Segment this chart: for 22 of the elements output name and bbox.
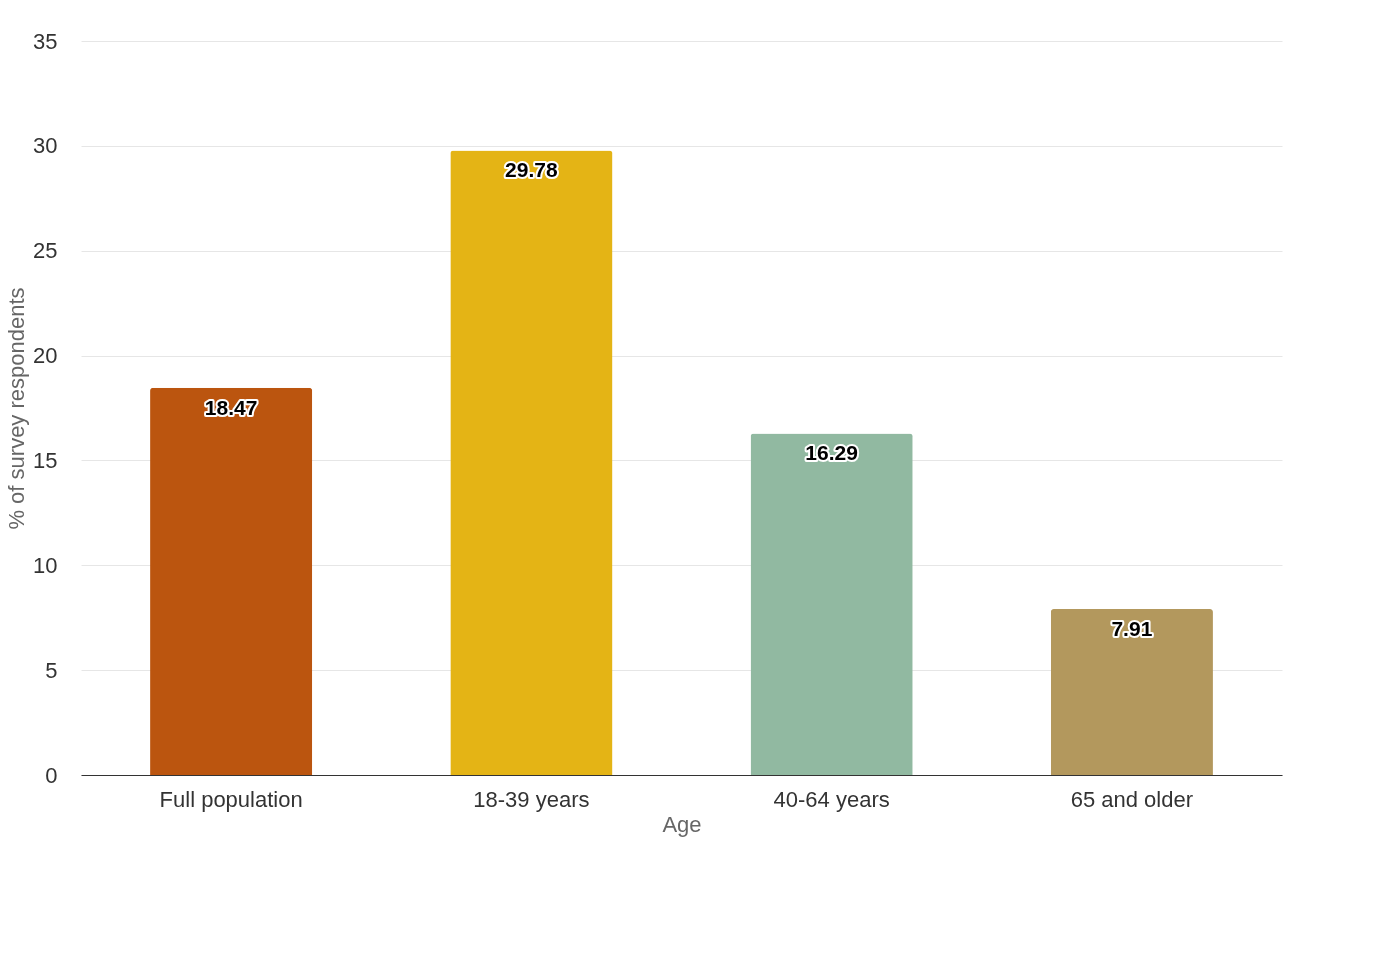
bar bbox=[150, 387, 313, 775]
data-label: 7.91 bbox=[1111, 617, 1153, 641]
bar bbox=[750, 433, 913, 775]
data-label: 29.78 bbox=[505, 158, 558, 182]
x-tick-label: Full population bbox=[159, 786, 303, 812]
y-tick-label: 30 bbox=[33, 133, 58, 159]
x-tick-label: 40-64 years bbox=[773, 786, 890, 812]
bar bbox=[450, 150, 613, 775]
data-label: 18.47 bbox=[204, 395, 258, 419]
y-axis-title: % of survey respondents bbox=[4, 287, 30, 530]
x-tick-label: 65 and older bbox=[1070, 786, 1194, 812]
y-tick-label: 0 bbox=[45, 762, 58, 788]
y-tick-label: 20 bbox=[33, 343, 58, 369]
y-tick-label: 35 bbox=[33, 28, 58, 54]
x-tick-label: 18-39 years bbox=[473, 786, 590, 812]
x-axis-title: Age bbox=[662, 811, 702, 837]
data-label: 16.29 bbox=[805, 441, 858, 465]
y-tick-label: 15 bbox=[33, 447, 58, 473]
y-tick-label: 25 bbox=[33, 238, 58, 264]
y-tick-label: 5 bbox=[45, 657, 58, 683]
y-tick-label: 10 bbox=[33, 552, 58, 578]
bar bbox=[1050, 609, 1213, 775]
